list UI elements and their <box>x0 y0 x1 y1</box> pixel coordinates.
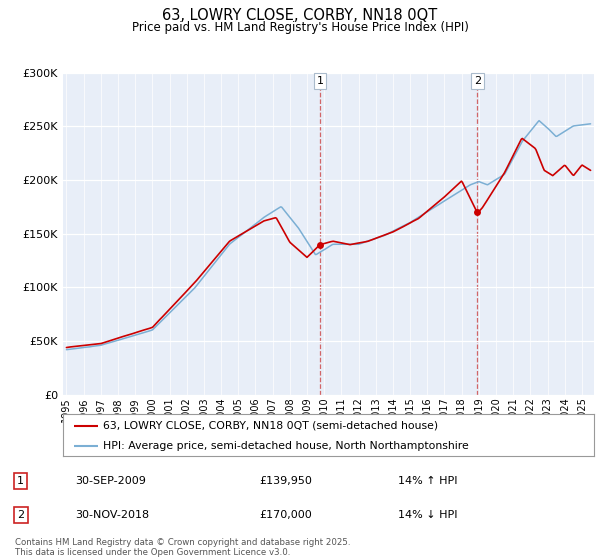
Text: Contains HM Land Registry data © Crown copyright and database right 2025.
This d: Contains HM Land Registry data © Crown c… <box>15 538 350 557</box>
Text: 30-NOV-2018: 30-NOV-2018 <box>76 510 149 520</box>
Text: 30-SEP-2009: 30-SEP-2009 <box>76 476 146 486</box>
Text: 1: 1 <box>316 76 323 86</box>
Text: Price paid vs. HM Land Registry's House Price Index (HPI): Price paid vs. HM Land Registry's House … <box>131 21 469 34</box>
Text: £139,950: £139,950 <box>260 476 313 486</box>
Text: £170,000: £170,000 <box>260 510 313 520</box>
Text: 1: 1 <box>17 476 24 486</box>
Text: 14% ↑ HPI: 14% ↑ HPI <box>398 476 457 486</box>
Text: HPI: Average price, semi-detached house, North Northamptonshire: HPI: Average price, semi-detached house,… <box>103 441 469 451</box>
Text: 2: 2 <box>17 510 24 520</box>
Text: 63, LOWRY CLOSE, CORBY, NN18 0QT: 63, LOWRY CLOSE, CORBY, NN18 0QT <box>163 8 437 24</box>
Text: 2: 2 <box>474 76 481 86</box>
Text: 14% ↓ HPI: 14% ↓ HPI <box>398 510 457 520</box>
Text: 63, LOWRY CLOSE, CORBY, NN18 0QT (semi-detached house): 63, LOWRY CLOSE, CORBY, NN18 0QT (semi-d… <box>103 421 438 431</box>
